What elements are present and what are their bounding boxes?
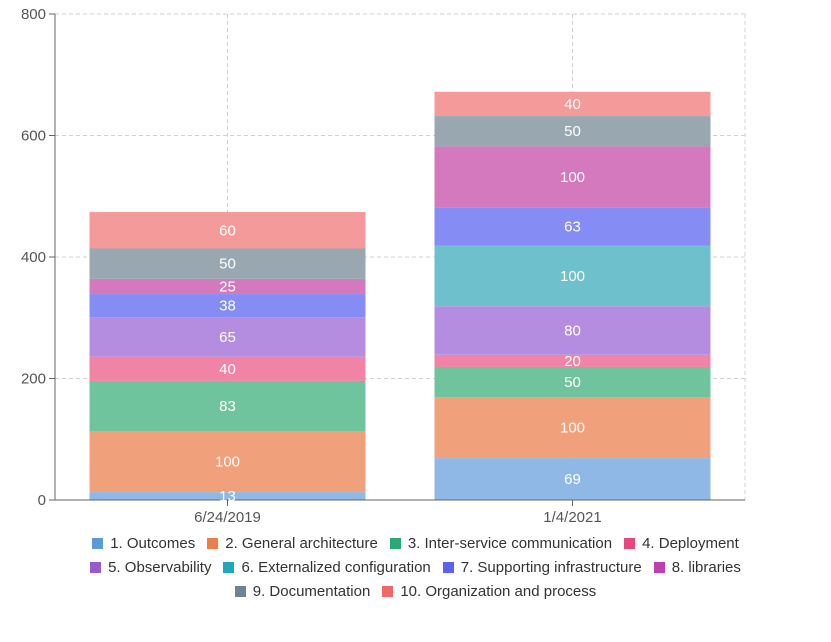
legend-item[interactable]: 7. Supporting infrastructure <box>442 558 642 576</box>
legend-row: 9. Documentation 10. Organization and pro… <box>0 579 831 603</box>
bar-segment[interactable] <box>434 458 711 500</box>
legend-item[interactable]: 2. General architecture <box>207 535 378 552</box>
y-tick-label: 400 <box>21 249 46 266</box>
legend-swatch <box>382 585 394 597</box>
legend-label: 6. Externalized configuration <box>241 558 431 576</box>
y-tick-label: 200 <box>21 371 46 388</box>
data-label: 60 <box>219 222 236 239</box>
legend-item[interactable]: 10. Organization and process <box>382 583 596 600</box>
legend-item[interactable]: 4. Deployment <box>624 535 739 552</box>
legend-label: 4. Deployment <box>642 534 739 552</box>
legend-label: 9. Documentation <box>252 582 371 600</box>
bar-segment[interactable] <box>434 366 711 398</box>
bar-segment[interactable] <box>89 317 366 357</box>
legend-swatch <box>90 561 102 573</box>
axes: 0 200 400 600 800 6/24/2019 1/4/2021 <box>21 6 745 526</box>
data-label: 80 <box>564 323 581 340</box>
bar-segment[interactable] <box>89 356 366 381</box>
x-tick-label: 6/24/2019 <box>194 509 261 526</box>
data-label: 100 <box>560 268 585 285</box>
legend: 1. Outcomes 2. General architecture 3. Int… <box>0 531 831 603</box>
legend-item[interactable]: 3. Inter-service communication <box>389 534 613 552</box>
legend-swatch <box>653 561 665 573</box>
bar-segment[interactable] <box>434 306 711 355</box>
legend-label: 2. General architecture <box>225 534 378 552</box>
legend-row: 5. Observability 6. Externalized configur… <box>0 555 831 579</box>
data-label: 40 <box>564 96 581 113</box>
data-label: 50 <box>219 256 236 273</box>
legend-swatch <box>389 537 401 549</box>
bars <box>89 91 711 500</box>
bar-segment[interactable] <box>434 245 711 307</box>
data-label: 50 <box>564 374 581 391</box>
legend-label: 8. libraries <box>671 558 741 576</box>
legend-label: 5. Observability <box>108 558 212 576</box>
legend-label: 1. Outcomes <box>110 534 196 552</box>
legend-item[interactable]: 6. Externalized configuration <box>223 558 431 576</box>
data-label: 20 <box>564 353 581 370</box>
legend-label: 10. Organization and process <box>400 582 597 600</box>
legend-row: 1. Outcomes 2. General architecture 3. Int… <box>0 531 831 555</box>
bar-segment[interactable] <box>89 248 366 279</box>
y-tick-label: 600 <box>21 128 46 145</box>
data-label: 25 <box>219 278 236 295</box>
legend-swatch <box>624 537 636 549</box>
data-label: 13 <box>219 488 236 505</box>
legend-swatch <box>234 585 246 597</box>
bar-segment[interactable] <box>89 380 366 432</box>
data-label: 63 <box>564 218 581 235</box>
legend-label: 7. Supporting infrastructure <box>460 558 642 576</box>
data-label: 69 <box>564 471 581 488</box>
y-tick-label: 0 <box>38 492 46 509</box>
bar-segment[interactable] <box>434 146 711 208</box>
value-labels: 13 100 83 40 65 38 25 50 60 69 100 50 20 80 100 63 100 50… <box>215 96 585 505</box>
legend-swatch <box>442 561 454 573</box>
bar-segment[interactable] <box>89 294 366 318</box>
data-label: 100 <box>560 169 585 186</box>
bar-segment[interactable] <box>434 354 711 367</box>
legend-item[interactable]: 5. Observability <box>90 559 211 576</box>
data-label: 100 <box>560 420 585 437</box>
legend-label: 3. Inter-service communication <box>407 534 613 552</box>
bar-segment[interactable] <box>89 278 366 295</box>
bar-segment[interactable] <box>434 397 711 459</box>
bar-segment[interactable] <box>89 492 366 500</box>
data-label: 50 <box>564 123 581 140</box>
legend-swatch <box>92 537 104 549</box>
bar-segment[interactable] <box>434 91 711 117</box>
bar-segment[interactable] <box>434 207 711 246</box>
legend-item[interactable]: 1. Outcomes <box>92 535 195 552</box>
bar-segment[interactable] <box>89 212 366 249</box>
bar-segment[interactable] <box>434 116 711 147</box>
legend-swatch <box>223 561 235 573</box>
bar-segment[interactable] <box>89 431 366 493</box>
data-label: 83 <box>219 398 236 415</box>
legend-item[interactable]: 8. libraries <box>653 558 741 576</box>
y-tick-label: 800 <box>21 6 46 23</box>
x-tick-label: 1/4/2021 <box>543 509 601 526</box>
data-label: 40 <box>219 361 236 378</box>
stacked-bar-chart: 0 200 400 600 800 6/24/2019 1/4/2021 13 100 83 40… <box>21 6 746 526</box>
data-label: 100 <box>215 454 240 471</box>
legend-swatch <box>207 537 219 549</box>
data-label: 65 <box>219 329 236 346</box>
data-label: 38 <box>219 298 236 315</box>
legend-item[interactable]: 9. Documentation <box>234 582 371 600</box>
